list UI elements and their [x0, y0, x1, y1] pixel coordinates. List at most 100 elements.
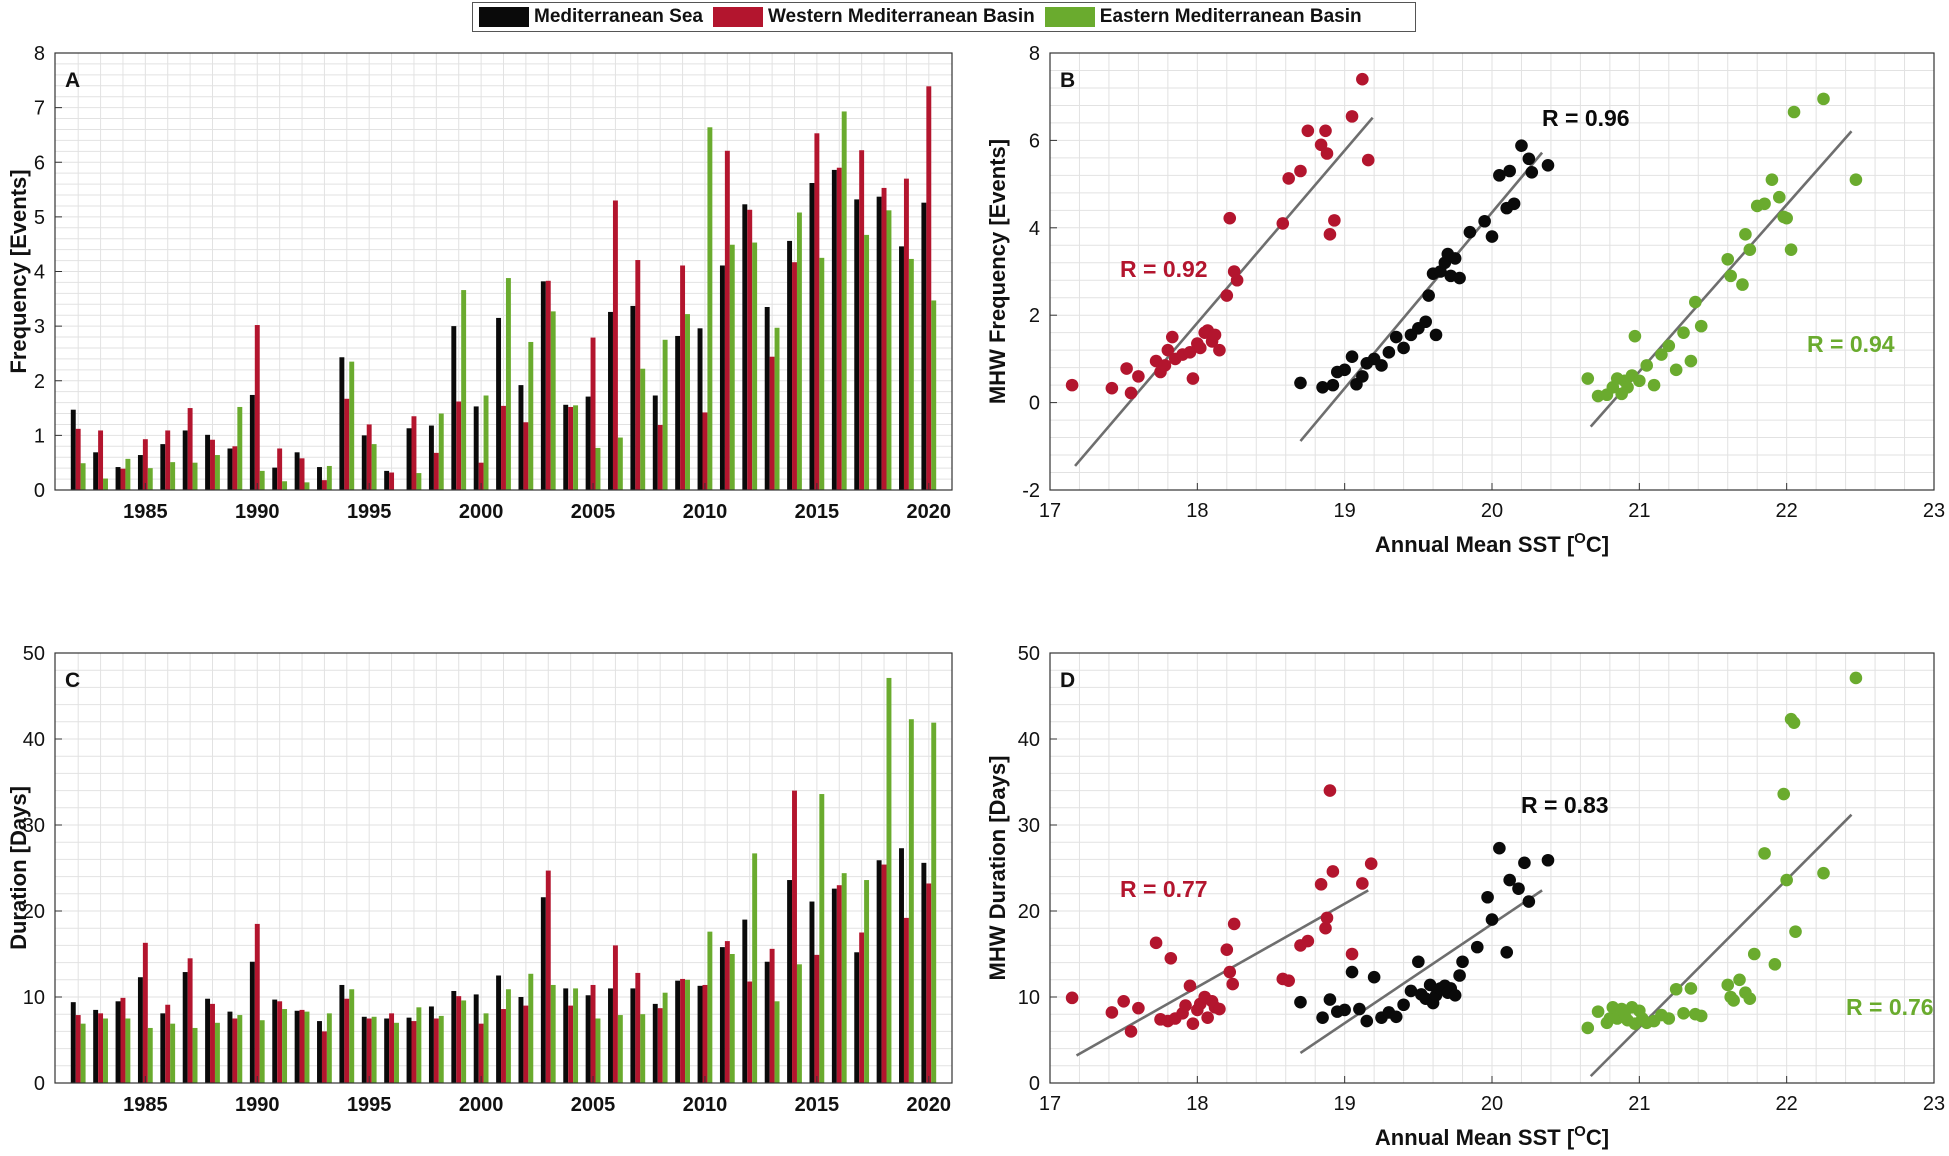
data-point	[1179, 999, 1192, 1012]
data-point	[1621, 381, 1634, 394]
bar	[585, 995, 591, 1083]
bar	[836, 167, 842, 490]
data-point	[1320, 911, 1334, 925]
legend-item-eastern-basin: Eastern Mediterranean Basin	[1044, 6, 1362, 28]
bar	[75, 428, 81, 490]
bar	[93, 1009, 99, 1083]
y-tick-label: 0	[34, 1073, 45, 1095]
bar	[640, 368, 646, 490]
bar	[886, 677, 892, 1083]
bar	[719, 265, 725, 490]
data-point	[1276, 217, 1290, 230]
y-tick-label: 8	[34, 43, 45, 65]
bar	[814, 954, 820, 1083]
bar	[361, 1016, 367, 1083]
x-tick-label: 2010	[683, 1094, 728, 1116]
bar	[612, 200, 618, 491]
bar	[433, 452, 439, 490]
bar	[406, 428, 412, 490]
x-axis-label-superscript: O	[1574, 530, 1586, 547]
regression-line	[1075, 889, 1369, 1057]
bar	[496, 975, 502, 1083]
data-point	[1323, 228, 1337, 241]
data-point	[1419, 315, 1432, 329]
bar	[590, 337, 596, 490]
bar	[70, 409, 76, 490]
data-point	[1120, 362, 1133, 375]
correlation-label: R = 0.94	[1807, 331, 1895, 357]
x-tick-label: 2005	[571, 1094, 616, 1116]
data-point	[1294, 376, 1307, 390]
regression-line	[1299, 151, 1544, 442]
bar	[98, 1013, 104, 1083]
bar	[349, 989, 355, 1083]
data-point	[1784, 243, 1798, 256]
bar	[617, 1015, 623, 1083]
bar	[384, 470, 390, 490]
bar	[187, 408, 193, 490]
data-point	[1223, 965, 1237, 979]
data-point	[1161, 343, 1175, 357]
y-tick-label: 2	[34, 371, 45, 393]
bar	[451, 326, 457, 490]
data-point	[1478, 214, 1491, 228]
y-tick-label: 0	[1029, 393, 1040, 415]
data-point	[1186, 1017, 1200, 1030]
bar	[451, 990, 457, 1083]
y-tick-label: 1	[34, 425, 45, 447]
data-point	[1733, 973, 1746, 987]
bar	[831, 169, 837, 490]
data-point	[1581, 372, 1595, 385]
data-point	[1282, 172, 1295, 185]
x-tick-label: 20	[1481, 500, 1503, 522]
panel-label: D	[1060, 669, 1075, 692]
bar	[796, 212, 802, 490]
bar	[478, 1023, 484, 1083]
y-tick-label: 0	[34, 480, 45, 502]
data-point	[1743, 243, 1757, 256]
bar	[707, 931, 713, 1083]
x-axis-label-superscript: O	[1574, 1123, 1586, 1140]
bar	[926, 86, 932, 490]
bar	[685, 979, 690, 1083]
data-point	[1581, 1021, 1595, 1035]
bar	[205, 434, 211, 490]
data-point	[1412, 955, 1425, 969]
data-point	[1164, 952, 1178, 965]
bar	[317, 467, 322, 490]
y-tick-label: 40	[23, 729, 45, 751]
x-axis-label: Annual Mean SST [OC]	[1375, 530, 1609, 557]
data-point	[1507, 197, 1521, 211]
data-point	[1485, 230, 1499, 243]
bar	[881, 864, 887, 1083]
bar	[120, 997, 126, 1083]
data-point	[1328, 214, 1341, 227]
data-point	[1345, 965, 1359, 979]
bar	[142, 439, 148, 490]
data-point	[1777, 787, 1791, 801]
data-point	[1423, 978, 1437, 992]
data-point	[1503, 873, 1516, 887]
data-point	[1758, 197, 1771, 211]
bar	[93, 452, 99, 490]
data-point	[1183, 979, 1197, 993]
bar	[389, 472, 395, 490]
data-point	[1375, 359, 1388, 372]
data-point	[1789, 925, 1802, 938]
bar	[160, 1013, 166, 1083]
bar	[394, 1022, 399, 1083]
bar	[590, 984, 596, 1083]
bar	[876, 196, 882, 490]
x-tick-label: 1990	[235, 1094, 280, 1116]
bar	[115, 1001, 121, 1083]
bar	[617, 437, 623, 490]
y-tick-label: -2	[1022, 480, 1040, 502]
bar	[272, 999, 278, 1083]
x-axis-label-text: Annual Mean SST [	[1375, 532, 1575, 557]
correlation-label: R = 0.96	[1542, 105, 1630, 131]
data-point	[1364, 857, 1378, 870]
data-point	[1193, 341, 1207, 355]
x-tick-label: 23	[1923, 500, 1945, 522]
data-point	[1227, 917, 1241, 931]
data-point	[1338, 1003, 1351, 1017]
